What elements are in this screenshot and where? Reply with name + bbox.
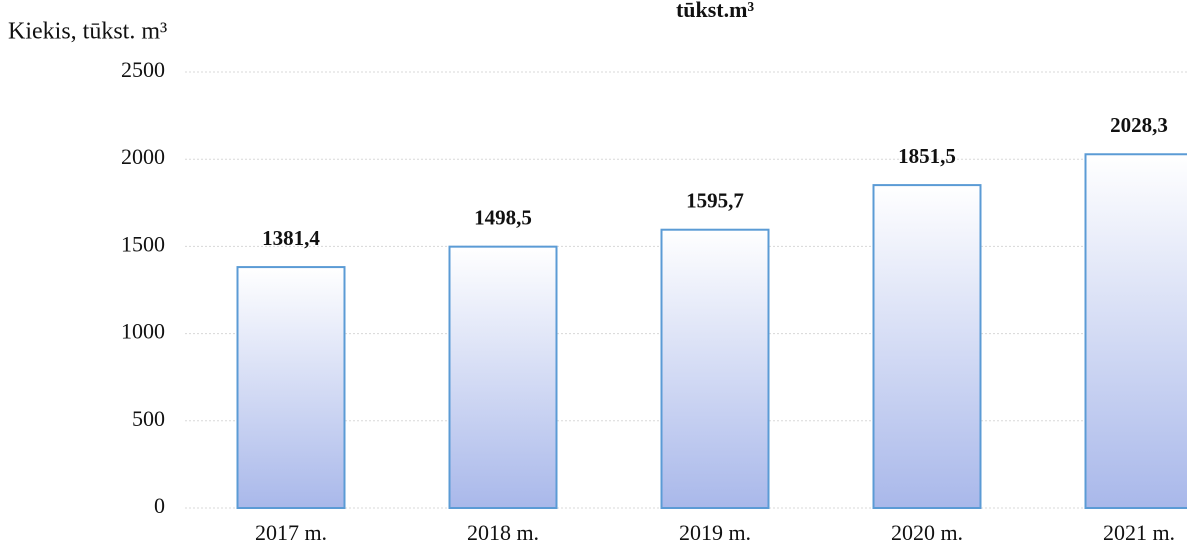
bar xyxy=(1084,153,1187,510)
x-tick-label: 2018 m. xyxy=(467,520,539,545)
value-label: 1851,5 xyxy=(898,144,956,168)
y-tick-label: 1000 xyxy=(121,319,165,344)
x-tick-label: 2020 m. xyxy=(891,520,963,545)
bar xyxy=(872,184,982,510)
x-tick-label: 2017 m. xyxy=(255,520,327,545)
bar xyxy=(236,266,346,509)
value-label: 1595,7 xyxy=(686,189,744,213)
value-label: 2028,3 xyxy=(1110,113,1168,137)
y-tick-label: 500 xyxy=(132,406,165,431)
y-tick-label: 2500 xyxy=(121,57,165,82)
y-tick-label: 1500 xyxy=(121,231,165,256)
value-label: 1498,5 xyxy=(474,205,532,229)
y-tick-label: 0 xyxy=(154,493,165,518)
chart-title: tūkst.m³ xyxy=(676,0,755,22)
y-axis-label: Kiekis, tūkst. m³ xyxy=(8,19,167,45)
y-tick-label: 2000 xyxy=(121,144,165,169)
bar xyxy=(448,245,558,510)
x-tick-label: 2019 m. xyxy=(679,520,751,545)
value-label: 1381,4 xyxy=(262,226,320,250)
x-tick-label: 2021 m. xyxy=(1103,520,1175,545)
bar xyxy=(660,228,770,509)
